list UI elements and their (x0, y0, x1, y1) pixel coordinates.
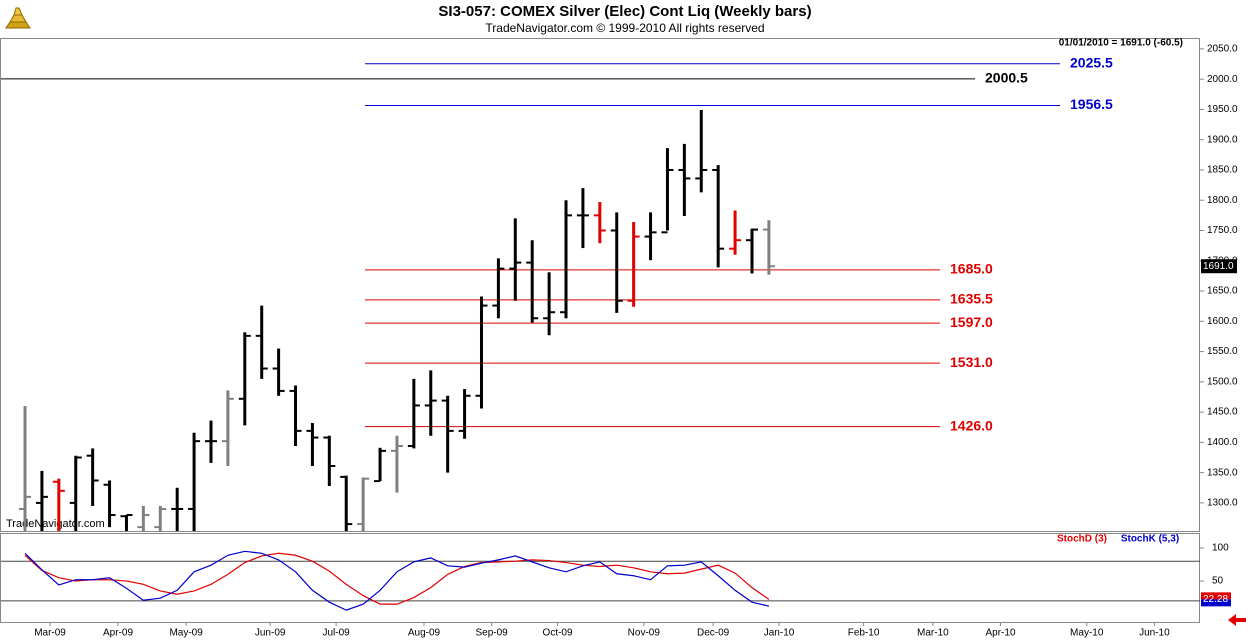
y-tick-label: 1750.0 (1207, 225, 1238, 236)
stoch-line (24, 552, 770, 605)
x-tick-label: Mar-09 (34, 628, 66, 639)
y-tick-label: 1500.0 (1207, 376, 1238, 387)
x-tick-label: Nov-09 (628, 628, 661, 639)
x-tick-label: Feb-10 (848, 628, 880, 639)
legend-entry: StochK (5,3) (1121, 534, 1179, 545)
logo (5, 7, 31, 29)
price-plot (1, 63, 1060, 531)
level-label: 1597.0 (950, 314, 993, 330)
last-value-box (1201, 592, 1231, 600)
x-tick-label: Aug-09 (408, 628, 441, 639)
watermark: TradeNavigator.com (6, 518, 105, 530)
scroll-arrow[interactable] (1228, 614, 1246, 626)
y-tick-label: 1900.0 (1207, 134, 1238, 145)
y-tick-label: 1350.0 (1207, 467, 1238, 478)
last-value-label: 22.28 (1203, 594, 1228, 605)
last-value-box-2 (1201, 599, 1231, 607)
y-tick-label: 1650.0 (1207, 286, 1238, 297)
legend-entry: StochD (3) (1057, 534, 1107, 545)
x-tick-label: Apr-09 (103, 628, 133, 639)
x-tick-label: Dec-09 (697, 628, 730, 639)
level-label: 2000.5 (985, 70, 1028, 86)
y-tick-label: 1550.0 (1207, 346, 1238, 357)
y-tick-label: 1400.0 (1207, 437, 1238, 448)
x-tick-label: Sep-09 (476, 628, 509, 639)
stoch-panel (0, 533, 1200, 623)
last-price-box (1201, 259, 1237, 274)
x-tick-label: Mar-10 (917, 628, 949, 639)
y-tick-label: 1950.0 (1207, 104, 1238, 115)
y-tick-label: 2050.0 (1207, 44, 1238, 55)
y-tick-label: 100 (1212, 543, 1229, 554)
y-tick-label: 1300.0 (1207, 498, 1238, 509)
y-tick-label: 50 (1212, 576, 1224, 587)
x-tick-label: Apr-10 (985, 628, 1015, 639)
x-tick-label: Jun-10 (1139, 628, 1170, 639)
level-label: 1531.0 (950, 354, 993, 370)
y-tick-label: 2000.0 (1207, 74, 1238, 85)
last-price-label: 1691.0 (1203, 261, 1234, 272)
price-panel (0, 38, 1200, 532)
x-tick-label: Jul-09 (322, 628, 350, 639)
y-tick-label: 1600.0 (1207, 316, 1238, 327)
level-label: 1956.5 (1070, 96, 1113, 112)
level-label: 1635.5 (950, 291, 993, 307)
x-tick-label: May-09 (169, 628, 203, 639)
info-text: 01/01/2010 = 1691.0 (-60.5) (1059, 38, 1183, 49)
level-label: 2025.5 (1070, 54, 1113, 70)
x-tick-label: May-10 (1070, 628, 1104, 639)
level-label: 1685.0 (950, 261, 993, 277)
stoch-plot (1, 550, 1200, 611)
x-tick-label: Jan-10 (764, 628, 795, 639)
x-tick-label: Oct-09 (543, 628, 573, 639)
y-tick-label: 1800.0 (1207, 195, 1238, 206)
y-tick-label: 1850.0 (1207, 165, 1238, 176)
stoch-line (24, 550, 770, 611)
x-tick-label: Jun-09 (255, 628, 286, 639)
chart-subtitle: TradeNavigator.com © 1999-2010 All right… (485, 21, 764, 35)
level-label: 1426.0 (950, 417, 993, 433)
y-tick-label: 1450.0 (1207, 407, 1238, 418)
chart-title: SI3-057: COMEX Silver (Elec) Cont Liq (W… (438, 3, 811, 20)
